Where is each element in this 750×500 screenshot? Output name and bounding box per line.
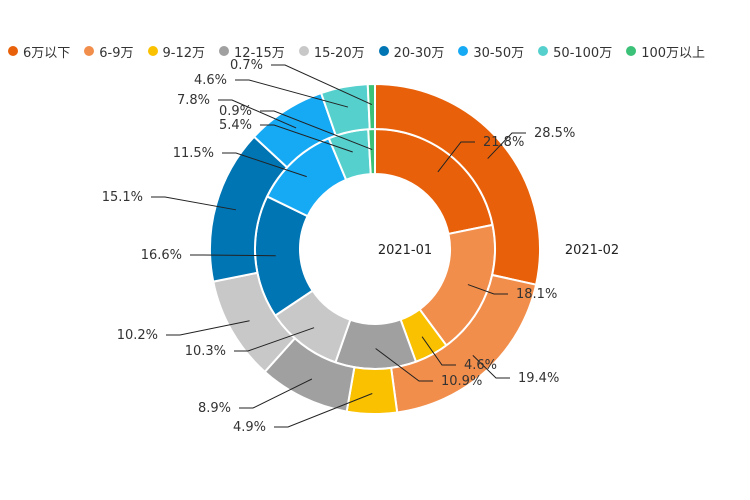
leader-line <box>151 196 237 211</box>
legend-label: 30-50万 <box>473 45 525 61</box>
leader-lines <box>151 64 526 428</box>
leader-line <box>222 152 307 178</box>
inner-data-label: 0.9% <box>219 104 252 119</box>
leader-line <box>375 348 433 382</box>
outer-data-label: 0.7% <box>230 58 263 73</box>
legend-swatch <box>538 46 549 56</box>
inner-data-label: 18.1% <box>516 287 557 302</box>
legend-label: 50-100万 <box>553 45 613 61</box>
legend-item[interactable]: 9-12万 <box>147 42 206 61</box>
inner-data-label: 5.4% <box>219 118 252 133</box>
outer-data-label: 15.1% <box>102 190 143 205</box>
outer-data-label: 4.6% <box>194 73 227 88</box>
legend-item[interactable]: 30-50万 <box>458 42 524 61</box>
outer-ring-title: 2021-02 <box>565 243 619 258</box>
leader-line <box>166 320 250 336</box>
leader-line <box>234 327 315 352</box>
legend-item[interactable]: 6万以下 <box>8 42 70 61</box>
legend-item[interactable]: 15-20万 <box>298 42 365 61</box>
inner-data-label: 4.6% <box>464 358 497 373</box>
data-labels: 21.8%18.1%4.6%10.9%10.3%16.6%11.5%5.4%0.… <box>102 58 576 435</box>
legend-swatch <box>626 46 637 56</box>
legend-item[interactable]: 50-100万 <box>538 42 612 61</box>
leader-line <box>239 378 313 409</box>
leader-line <box>235 79 349 108</box>
legend-label: 15-20万 <box>313 45 365 61</box>
legend-label: 100万以上 <box>641 45 706 61</box>
leader-line <box>467 284 508 295</box>
inner-data-label: 10.9% <box>441 374 482 389</box>
leader-line <box>218 99 297 129</box>
legend: 6万以下 6-9万 9-12万 12-15万 15-20万 20-30万 30-50万 50-… <box>8 42 705 61</box>
legend-label: 12-15万 <box>234 45 285 61</box>
leader-line <box>260 124 353 153</box>
legend-swatch <box>458 46 469 56</box>
leader-line <box>260 110 373 151</box>
outer-data-label: 7.8% <box>177 93 210 108</box>
inner-ring-title: 2021-01 <box>378 243 432 258</box>
legend-label: 20-30万 <box>393 45 445 61</box>
legend-item[interactable]: 6-9万 <box>84 42 134 61</box>
segments <box>209 82 541 415</box>
leader-line <box>274 393 373 428</box>
outer-data-label: 4.9% <box>233 420 266 435</box>
legend-swatch <box>147 46 158 56</box>
legend-swatch <box>378 46 389 56</box>
outer-data-label: 28.5% <box>534 126 575 141</box>
outer-data-label: 8.9% <box>198 401 231 416</box>
outer-data-label: 10.2% <box>117 328 158 343</box>
outer-segment-8[interactable] <box>366 82 376 131</box>
legend-item[interactable]: 20-30万 <box>378 42 445 61</box>
leader-line <box>437 141 475 173</box>
legend-item[interactable]: 12-15万 <box>219 42 285 61</box>
legend-swatch <box>84 46 95 56</box>
inner-data-label: 11.5% <box>173 146 214 161</box>
legend-label: 9-12万 <box>162 45 206 61</box>
outer-data-label: 19.4% <box>518 371 559 386</box>
inner-data-label: 10.3% <box>185 344 226 359</box>
outer-segment-2[interactable] <box>345 366 399 415</box>
legend-item[interactable]: 100万以上 <box>626 42 705 61</box>
leader-line <box>271 64 373 105</box>
legend-label: 6万以下 <box>23 45 71 61</box>
inner-data-label: 21.8% <box>483 135 524 150</box>
legend-swatch <box>298 46 309 56</box>
legend-swatch <box>8 46 18 56</box>
legend-label: 6-9万 <box>99 45 134 61</box>
leader-line <box>190 254 276 257</box>
legend-swatch <box>219 46 230 56</box>
inner-data-label: 16.6% <box>141 248 182 263</box>
leader-line <box>421 336 456 366</box>
leader-line <box>487 132 526 159</box>
leader-line <box>472 354 510 379</box>
